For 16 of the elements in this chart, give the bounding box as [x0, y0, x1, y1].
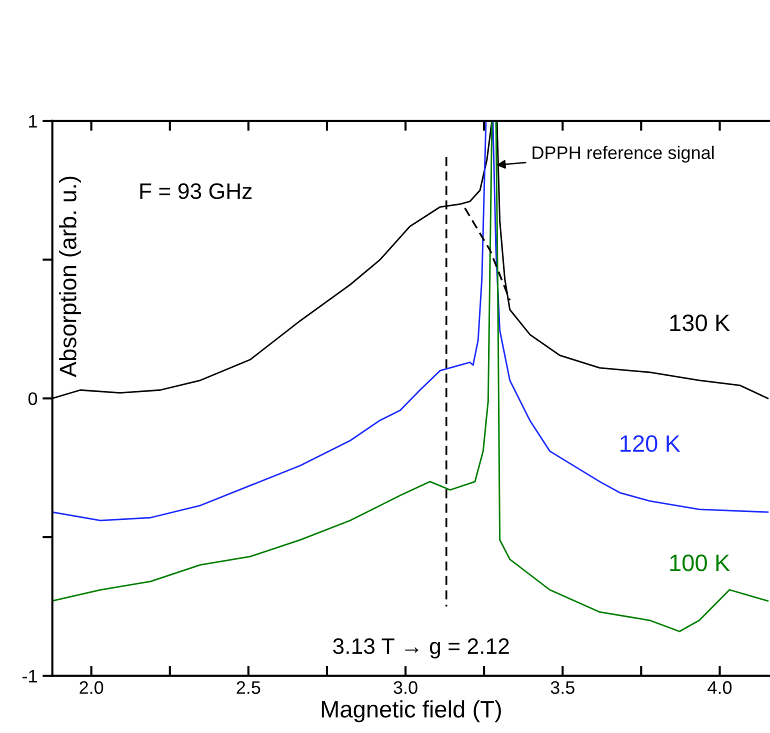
annotation: 3.13 T → g = 2.12 [333, 638, 509, 658]
annotation: DPPH reference signal [532, 146, 714, 163]
annotation: F = 93 GHz [140, 183, 252, 200]
x-tick-label: 3.5 [550, 681, 574, 694]
x-tick-label: 2.0 [80, 681, 104, 694]
series-label: 130 K [670, 314, 730, 332]
x-tick-label: 4.0 [708, 681, 732, 694]
y-tick-label: 1 [29, 115, 37, 128]
series-label: 120 K [620, 435, 680, 452]
y-tick-label: -1 [22, 670, 37, 682]
x-axis-title: Magnetic field (T) [322, 700, 501, 722]
series-label: 100 K [670, 554, 730, 572]
x-tick-label: 2.5 [236, 681, 260, 694]
x-tick-label: 3.0 [394, 681, 418, 694]
y-tick-label: 0 [28, 392, 38, 406]
y-axis-title: Absorption (arb. u.) [59, 176, 82, 378]
